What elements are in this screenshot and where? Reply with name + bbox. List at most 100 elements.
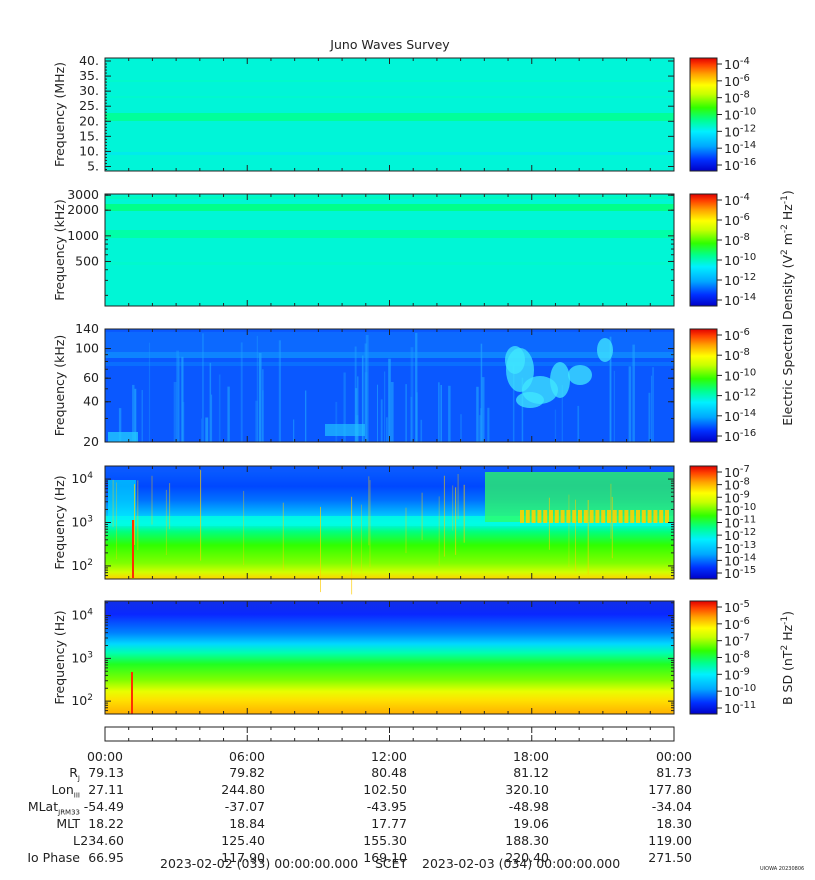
panel-3-streak (240, 342, 243, 442)
panel-3-streak (377, 384, 378, 442)
panel-1-heatmap (105, 58, 674, 171)
time-tick-label: 18:00 (512, 749, 550, 764)
panel-4-burst (647, 510, 652, 523)
y-tick-label: 102 (71, 558, 93, 573)
panel-3-streak (438, 382, 440, 442)
panel-3-streak (386, 417, 388, 442)
panel-4-burst (612, 510, 617, 523)
colorbar-tick-label: 10-5 (724, 599, 750, 615)
panel-4-burst (636, 510, 640, 523)
y-axis-label: Frequency (MHz) (52, 62, 67, 167)
panel-4-burst (554, 510, 559, 523)
ephemeris-value: 320.10 (505, 782, 549, 797)
magnetic-colorbar-title: B SD (nT2 Hz-1) (780, 611, 795, 705)
panel-3-streak (355, 388, 358, 442)
ephemeris-value: 188.30 (505, 833, 549, 848)
panel-3-streak (176, 350, 179, 442)
panel-4-burst (624, 510, 629, 523)
panel-3-streak (460, 414, 462, 442)
panel-4-burst (618, 510, 623, 523)
panel-3-streak (209, 362, 212, 442)
panel-3-streak (148, 342, 151, 442)
electric-colorbar-title: Electric Spectral Density (V2 m-2 Hz-1) (780, 190, 795, 425)
panel-3-streak (476, 386, 479, 442)
panel-4-streak (443, 475, 445, 557)
time-tick-label: 12:00 (370, 749, 408, 764)
colorbar-tick-label: 10-16 (724, 428, 756, 444)
panel-3-streak (415, 332, 418, 442)
panel-3-streak (364, 372, 368, 442)
panel-3-streak (256, 335, 258, 442)
ephemeris-row-label: Io Phase (27, 850, 80, 865)
ephemeris-value: 271.50 (648, 850, 692, 865)
panel-4-streak (169, 483, 171, 530)
panel-4-burst (572, 510, 577, 523)
y-tick-label: 40 (83, 394, 99, 409)
footer-scet-label: SCET (375, 856, 408, 871)
panel-4-axes: 102 103 104 Frequency (Hz) 10-710-810-910-10… (52, 464, 756, 581)
panel-4-streak (200, 470, 202, 561)
y-axis-label: Frequency (Hz) (52, 475, 67, 569)
y-tick-label: 104 (71, 608, 93, 623)
panel-3-streak (380, 399, 383, 442)
panel-3-streak (648, 392, 651, 442)
colorbar-tick-label: 10-6 (724, 212, 750, 228)
panel-4-streak (610, 483, 612, 539)
ephemeris-value: 81.12 (513, 765, 549, 780)
panel-3-streak (448, 385, 451, 442)
panel-4-burst (566, 510, 571, 523)
colorbar-tick-label: 10-12 (724, 272, 756, 288)
panel-3-streak (218, 374, 221, 442)
panel-3-streak (410, 396, 413, 442)
footer-end-date: 2023-02-03 (034) 00:00:00.000 (422, 856, 621, 871)
colorbar-tick-label: 10-8 (724, 232, 750, 248)
colorbar-tick-label: 10-4 (724, 56, 750, 72)
colorbar-tick-label: 10-8 (724, 90, 750, 106)
y-tick-label: 1000 (67, 228, 99, 243)
ephemeris-value: 81.73 (656, 765, 692, 780)
panel-4-streak (243, 490, 245, 566)
y-tick-label: 2000 (67, 202, 99, 217)
y-tick-label: 3000 (67, 187, 99, 202)
colorbar-tick-label: 10-6 (724, 616, 750, 632)
ephemeris-value: 117.90 (221, 850, 265, 865)
y-tick-label: 103 (71, 515, 93, 530)
y-axis-label: Frequency (Hz) (52, 610, 67, 704)
panel-4-burst (531, 510, 536, 523)
ephemeris-row-label: MLT (56, 816, 80, 831)
ephemeris-value: 119.00 (648, 833, 692, 848)
y-axis-label: Frequency (kHz) (52, 335, 67, 437)
panel-4-early-emission (108, 480, 136, 520)
panel-4-streak (611, 496, 613, 559)
ephemeris-value: 220.40 (505, 850, 549, 865)
panel-4-streak (320, 506, 321, 593)
panel-3-streak (335, 401, 338, 442)
panel-3-streak (343, 372, 346, 442)
y-tick-label: 60 (83, 370, 99, 385)
panel-3-emission-blob (568, 365, 592, 385)
colorbar-tick-label: 10-4 (724, 192, 750, 208)
panel-4-burst (595, 510, 600, 523)
time-tick-label: 06:00 (228, 749, 266, 764)
colorbar-tick-label: 10-8 (724, 650, 750, 666)
y-tick-label: 104 (71, 471, 93, 486)
panel-3-streak (577, 405, 580, 442)
ephemeris-row-label: LonIII (51, 782, 80, 800)
panel-3-streak (293, 419, 295, 442)
panel-4-streak (455, 487, 457, 555)
panel-3-streak (405, 384, 407, 442)
time-tick-label: 00:00 (86, 749, 124, 764)
panel-3-low-emission (108, 432, 138, 442)
panel-4-streak (587, 500, 589, 575)
panel-3-streak (440, 385, 442, 442)
panel-4-streak (452, 485, 454, 531)
panel-4-streak (575, 499, 576, 572)
panel-3-emission-blob (597, 338, 613, 362)
panel-3-streak (388, 358, 391, 442)
y-tick-label: 15. (79, 128, 99, 143)
colorbar-tick-label: 10-9 (724, 666, 750, 682)
panel-3-streak (205, 417, 209, 442)
panel-2-heatmap (105, 194, 674, 306)
